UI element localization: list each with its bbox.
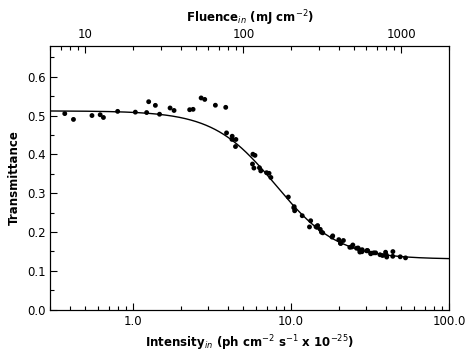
Point: [61, 111, 69, 117]
Point: [291, 208, 299, 214]
Point: [389, 249, 397, 255]
Point: [299, 213, 306, 219]
Point: [314, 223, 321, 229]
Point: [232, 144, 239, 149]
Point: [318, 229, 325, 235]
Point: [317, 226, 324, 232]
Point: [166, 105, 174, 111]
Point: [255, 165, 263, 171]
Point: [132, 109, 139, 115]
Point: [145, 99, 153, 105]
Point: [290, 205, 298, 210]
Point: [383, 254, 391, 260]
Point: [349, 242, 356, 248]
Point: [189, 106, 197, 112]
Point: [250, 165, 258, 171]
X-axis label: Fluence$_{in}$ (mJ cm$^{-2}$): Fluence$_{in}$ (mJ cm$^{-2}$): [186, 8, 314, 28]
Point: [197, 95, 205, 101]
Point: [114, 108, 121, 114]
Point: [211, 102, 219, 108]
Point: [370, 250, 377, 256]
Point: [348, 244, 356, 250]
Point: [307, 218, 314, 223]
Point: [382, 249, 389, 255]
Point: [329, 233, 337, 239]
Point: [249, 161, 256, 167]
Point: [228, 136, 236, 142]
Point: [376, 252, 384, 258]
Point: [337, 240, 344, 246]
Point: [70, 117, 77, 122]
Point: [372, 250, 379, 256]
Point: [383, 252, 390, 258]
Point: [284, 194, 292, 200]
Point: [156, 111, 164, 117]
Point: [396, 254, 404, 260]
Point: [364, 248, 371, 254]
Point: [340, 238, 347, 243]
Point: [306, 224, 313, 230]
Point: [367, 250, 374, 256]
Point: [354, 245, 362, 251]
Point: [267, 175, 274, 180]
Point: [346, 244, 354, 250]
Point: [364, 248, 371, 253]
Point: [382, 252, 389, 258]
Point: [152, 103, 159, 108]
Point: [265, 170, 273, 176]
Point: [263, 170, 270, 175]
Point: [201, 96, 209, 102]
Point: [357, 248, 365, 254]
Point: [170, 108, 178, 113]
Point: [348, 244, 356, 249]
Point: [291, 204, 298, 209]
Point: [222, 104, 229, 110]
Point: [358, 247, 366, 253]
Point: [356, 247, 364, 253]
Point: [223, 130, 230, 136]
Point: [363, 248, 370, 254]
Point: [257, 168, 264, 174]
Point: [356, 249, 364, 255]
Point: [335, 237, 343, 243]
Point: [328, 234, 336, 240]
Point: [88, 113, 96, 118]
Point: [186, 107, 193, 113]
Point: [379, 253, 386, 258]
Point: [312, 224, 320, 230]
Point: [367, 251, 374, 257]
Point: [319, 230, 327, 236]
Point: [228, 133, 236, 139]
Point: [389, 253, 397, 259]
Point: [251, 152, 259, 158]
Point: [232, 136, 240, 142]
Point: [313, 225, 321, 230]
Point: [96, 112, 104, 118]
Y-axis label: Transmittance: Transmittance: [9, 130, 21, 225]
Point: [402, 255, 410, 261]
Point: [353, 245, 360, 251]
Point: [358, 249, 366, 255]
Point: [143, 110, 150, 116]
Point: [100, 114, 107, 120]
X-axis label: Intensity$_{in}$ (ph cm$^{-2}$ s$^{-1}$ x 10$^{-25}$): Intensity$_{in}$ (ph cm$^{-2}$ s$^{-1}$ …: [145, 333, 354, 353]
Point: [249, 151, 257, 157]
Point: [337, 240, 345, 246]
